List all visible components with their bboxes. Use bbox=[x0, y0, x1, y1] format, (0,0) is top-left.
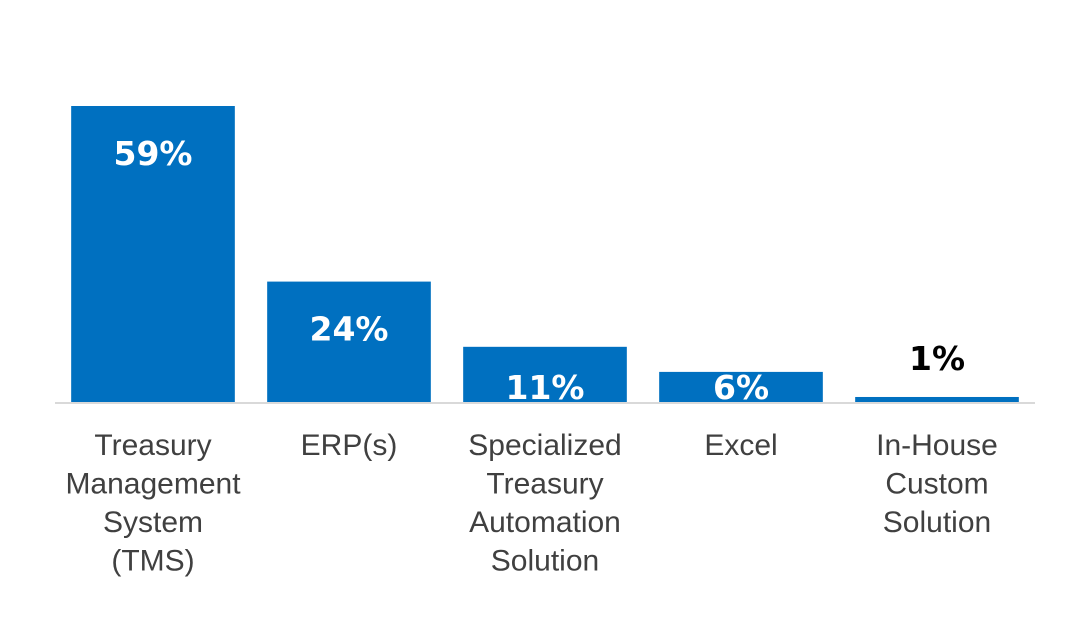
category-label-4: In-House Custom Solution bbox=[876, 429, 998, 539]
data-label-0: 59% bbox=[114, 134, 193, 173]
data-label-3: 6% bbox=[713, 368, 769, 407]
data-label-2: 11% bbox=[506, 368, 585, 407]
category-labels-group: Treasury Management System (TMS) ERP(s) Speci… bbox=[65, 429, 997, 578]
data-label-1: 24% bbox=[310, 310, 389, 349]
bars-group bbox=[71, 106, 1019, 402]
bar-4 bbox=[855, 396, 1019, 402]
category-label-0: Treasury Management System (TMS) bbox=[65, 429, 241, 578]
bar-1 bbox=[267, 281, 431, 402]
category-label-3: Excel bbox=[704, 429, 777, 462]
bar-2 bbox=[463, 346, 627, 402]
data-labels-group: 59% 24% 11% 6% 1% bbox=[114, 134, 966, 407]
bar-3 bbox=[659, 371, 823, 402]
category-label-2: Specialized Treasury Automation Solution bbox=[468, 429, 621, 578]
data-label-4: 1% bbox=[909, 339, 965, 378]
bar-0 bbox=[71, 106, 235, 402]
category-label-1: ERP(s) bbox=[301, 429, 398, 462]
